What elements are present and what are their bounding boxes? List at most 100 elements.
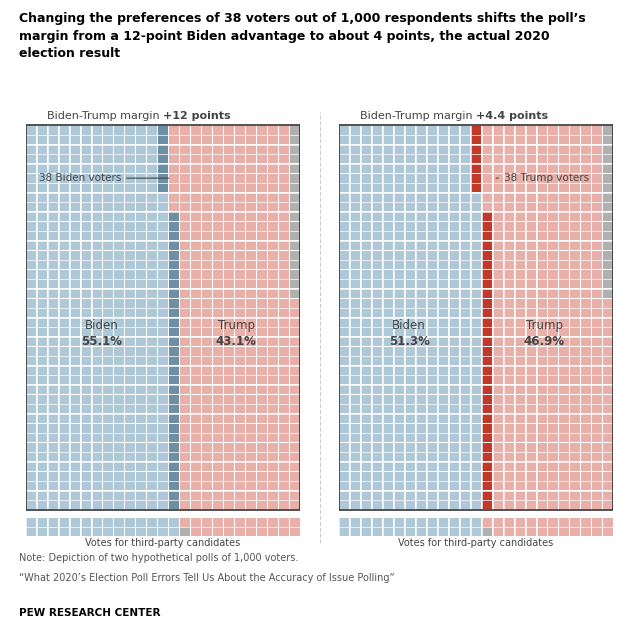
Bar — [372, 241, 382, 250]
Bar — [471, 376, 481, 384]
Bar — [603, 395, 613, 404]
Bar — [59, 260, 69, 269]
Bar — [460, 452, 470, 461]
Bar — [48, 337, 58, 346]
Bar — [350, 202, 360, 212]
Bar — [279, 443, 289, 452]
Bar — [493, 135, 503, 144]
Bar — [48, 212, 58, 221]
Bar — [460, 164, 470, 173]
Bar — [81, 376, 91, 384]
Bar — [202, 222, 212, 231]
Bar — [460, 328, 470, 336]
Bar — [180, 337, 190, 346]
Bar — [548, 145, 558, 154]
Bar — [158, 222, 168, 231]
Bar — [289, 202, 300, 212]
Bar — [526, 472, 536, 480]
Bar — [427, 328, 437, 336]
Bar — [37, 222, 47, 231]
Bar — [471, 145, 481, 154]
Bar — [103, 527, 113, 537]
Bar — [147, 366, 157, 375]
Bar — [471, 395, 481, 404]
Bar — [224, 328, 234, 336]
Bar — [537, 395, 547, 404]
Bar — [158, 260, 168, 269]
Bar — [482, 385, 492, 394]
Bar — [416, 145, 426, 154]
Bar — [559, 500, 569, 509]
Bar — [449, 212, 459, 221]
Bar — [361, 346, 371, 356]
Bar — [526, 232, 536, 240]
Bar — [202, 385, 212, 394]
Bar — [504, 414, 514, 423]
Bar — [537, 241, 547, 250]
Bar — [405, 366, 415, 375]
Bar — [548, 260, 558, 269]
Bar — [438, 183, 448, 192]
Bar — [158, 404, 168, 413]
Bar — [537, 318, 547, 327]
Bar — [289, 241, 300, 250]
Bar — [70, 404, 80, 413]
Bar — [202, 289, 212, 298]
Bar — [515, 260, 525, 269]
Bar — [559, 280, 569, 288]
Bar — [504, 260, 514, 269]
Bar — [361, 404, 371, 413]
Bar — [235, 527, 245, 537]
Bar — [48, 250, 58, 260]
Bar — [125, 395, 135, 404]
Bar — [504, 308, 514, 317]
Bar — [537, 500, 547, 509]
Bar — [482, 212, 492, 221]
Bar — [268, 346, 278, 356]
Bar — [570, 183, 580, 192]
Bar — [339, 443, 350, 452]
Bar — [537, 356, 547, 365]
Bar — [504, 518, 514, 527]
Bar — [114, 472, 124, 480]
Bar — [257, 289, 267, 298]
Bar — [202, 424, 212, 432]
Bar — [92, 452, 102, 461]
Bar — [202, 366, 212, 375]
Bar — [405, 212, 415, 221]
Bar — [460, 346, 470, 356]
Bar — [372, 260, 382, 269]
Bar — [515, 376, 525, 384]
Bar — [559, 183, 569, 192]
Bar — [180, 298, 190, 308]
Bar — [81, 164, 91, 173]
Bar — [504, 280, 514, 288]
Bar — [235, 212, 245, 221]
Bar — [603, 232, 613, 240]
Bar — [493, 328, 503, 336]
Bar — [147, 395, 157, 404]
Bar — [257, 145, 267, 154]
Bar — [383, 173, 393, 183]
Bar — [213, 366, 223, 375]
Bar — [526, 183, 536, 192]
Bar — [191, 385, 201, 394]
Bar — [224, 250, 234, 260]
Bar — [537, 481, 547, 490]
Bar — [471, 202, 481, 212]
Bar — [570, 270, 580, 279]
Bar — [394, 145, 404, 154]
Bar — [235, 260, 245, 269]
Bar — [383, 232, 393, 240]
Bar — [592, 376, 602, 384]
Bar — [246, 385, 256, 394]
Bar — [70, 500, 80, 509]
Bar — [592, 298, 602, 308]
Bar — [372, 318, 382, 327]
Bar — [504, 328, 514, 336]
Bar — [48, 346, 58, 356]
Bar — [449, 395, 459, 404]
Bar — [504, 481, 514, 490]
Bar — [191, 404, 201, 413]
Bar — [235, 443, 245, 452]
